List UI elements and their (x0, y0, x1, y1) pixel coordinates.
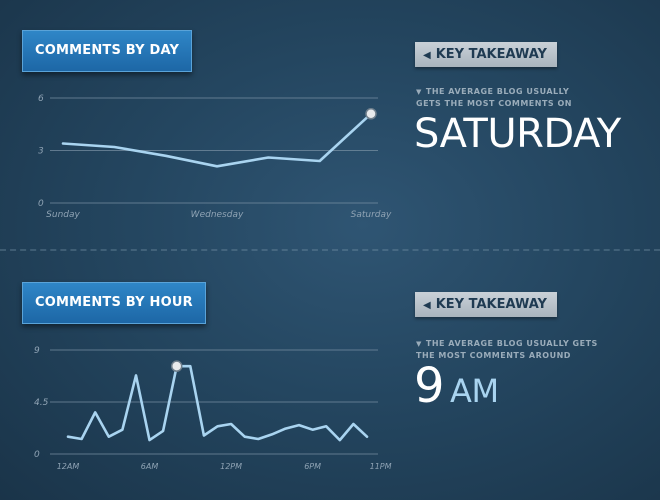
kt-day-line1: THE AVERAGE BLOG USUALLY (425, 87, 570, 96)
x-tick-label: 12PM (220, 462, 242, 471)
x-tick-label: Wednesday (191, 210, 244, 220)
key-takeaway-value-day: SATURDAY (414, 111, 621, 157)
series-line (61, 112, 373, 168)
x-tick-label: 6PM (304, 462, 321, 471)
key-takeaway-subtitle-hour: ▼ THE AVERAGE BLOG USUALLY GETS THE MOST … (416, 338, 606, 362)
y-tick-label: 0 (38, 199, 44, 209)
y-tick-label: 9 (34, 346, 40, 356)
series-line (66, 364, 369, 442)
x-tick-label: Saturday (351, 210, 392, 220)
x-tick-label: 12AM (57, 462, 80, 471)
y-tick-label: 6 (38, 94, 44, 104)
key-takeaway-unit-hour: AM (450, 372, 499, 410)
section-divider (0, 249, 660, 251)
key-takeaway-number-hour: 9 (414, 358, 445, 414)
x-tick-label: Sunday (46, 210, 80, 220)
y-tick-label: 3 (38, 147, 44, 157)
y-tick-label: 4.5 (34, 398, 49, 408)
x-tick-label: 11PM (370, 462, 392, 471)
arrow-left-icon: ◀ (423, 300, 431, 311)
key-takeaway-badge-day: ◀ KEY TAKEAWAY (415, 42, 557, 67)
key-takeaway-badge-hour: ◀ KEY TAKEAWAY (415, 292, 557, 317)
x-tick-label: 6AM (141, 462, 159, 471)
key-takeaway-subtitle-day: ▼ THE AVERAGE BLOG USUALLY GETS THE MOST … (416, 86, 606, 110)
triangle-down-icon: ▼ (416, 340, 422, 348)
key-takeaway-label-day: KEY TAKEAWAY (435, 47, 547, 62)
comments-by-hour-section: COMMENTS BY HOUR 9 4.5 0 12AM 6AM 12PM 6PM 11PM… (0, 252, 660, 500)
chart-title-day: COMMENTS BY DAY (22, 30, 193, 72)
comments-by-day-section: COMMENTS BY DAY 6 3 0 Sunday Wednesday Saturd… (0, 0, 660, 248)
chart-title-hour: COMMENTS BY HOUR (22, 282, 206, 324)
arrow-left-icon: ◀ (423, 50, 431, 61)
key-takeaway-label-hour: KEY TAKEAWAY (435, 297, 547, 312)
kt-day-line2: GETS THE MOST COMMENTS ON (416, 99, 572, 108)
highlight-point (170, 360, 183, 372)
y-tick-label: 0 (34, 450, 40, 460)
triangle-down-icon: ▼ (416, 88, 422, 96)
key-takeaway-value-hour: 9 AM (414, 362, 499, 413)
highlight-point (365, 108, 377, 120)
comments-by-hour-chart: 9 4.5 0 12AM 6AM 12PM 6PM 11PM (34, 346, 392, 471)
kt-hour-line2: THE MOST COMMENTS AROUND (416, 351, 571, 360)
kt-hour-line1: THE AVERAGE BLOG USUALLY GETS (425, 339, 598, 348)
